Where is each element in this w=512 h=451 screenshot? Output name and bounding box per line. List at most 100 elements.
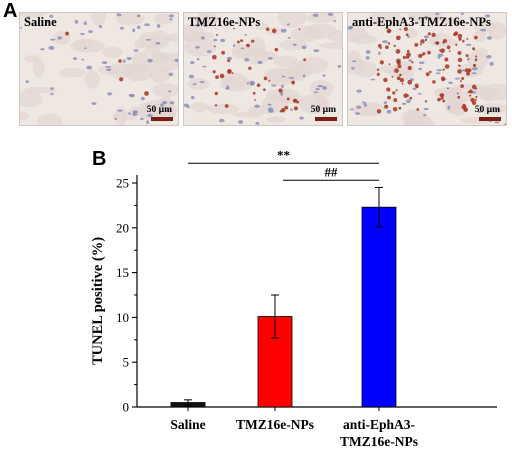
nucleus	[244, 33, 247, 36]
apoptotic-cell	[403, 26, 408, 32]
nucleus	[116, 13, 122, 17]
panel-b-label: B	[92, 148, 107, 170]
apoptotic-cell	[376, 109, 382, 114]
apoptotic-cell	[455, 43, 458, 46]
nucleus	[50, 38, 56, 41]
nucleus	[238, 120, 244, 124]
nucleus	[270, 84, 277, 87]
apoptotic-cell	[296, 100, 300, 104]
apoptotic-cell	[216, 33, 218, 36]
nucleus	[437, 55, 441, 59]
nucleus	[267, 103, 272, 106]
nucleus	[156, 24, 161, 28]
apoptotic-cell	[475, 55, 478, 58]
tissue-patch	[265, 88, 300, 103]
x-tick-label: anti-EphA3-	[343, 417, 415, 432]
apoptotic-cell	[414, 83, 419, 88]
tissue-patch	[20, 13, 46, 18]
nucleus	[363, 103, 367, 107]
apoptotic-cell	[303, 58, 307, 62]
nucleus	[139, 117, 144, 120]
apoptotic-cell	[407, 65, 412, 71]
apoptotic-cell	[388, 63, 391, 66]
y-tick-label: 0	[123, 400, 130, 415]
apoptotic-cell	[468, 89, 473, 94]
apoptotic-cell	[391, 75, 394, 78]
nucleus	[203, 25, 208, 27]
nucleus	[246, 82, 250, 85]
nucleus	[471, 72, 477, 75]
scale-label: 50 µm	[474, 105, 500, 115]
apoptotic-cell	[395, 49, 401, 54]
nucleus	[356, 105, 362, 109]
nucleus	[218, 118, 225, 123]
nucleus	[201, 36, 205, 40]
apoptotic-cell	[457, 95, 461, 99]
apoptotic-cell	[65, 31, 70, 36]
apoptotic-cell	[271, 28, 277, 34]
tissue-patch	[20, 91, 43, 108]
nucleus	[290, 108, 294, 111]
apoptotic-cell	[442, 99, 446, 103]
apoptotic-cell	[233, 27, 235, 30]
micrograph-tmz16e-nps-label: TMZ16e-NPs	[188, 15, 261, 29]
nucleus	[448, 81, 453, 84]
apoptotic-cell	[440, 93, 445, 98]
nucleus	[114, 117, 118, 120]
apoptotic-cell	[467, 90, 470, 93]
tissue-patch	[234, 48, 257, 56]
apoptotic-cell	[227, 59, 231, 63]
nucleus	[162, 100, 168, 105]
nucleus	[202, 65, 207, 68]
apoptotic-cell	[403, 93, 409, 98]
tissue-patch	[36, 113, 63, 125]
nucleus	[486, 55, 492, 59]
nucleus	[280, 91, 284, 96]
nucleus	[317, 84, 324, 88]
nucleus	[313, 49, 320, 53]
nucleus	[165, 109, 172, 112]
nucleus	[418, 67, 423, 71]
nucleus	[74, 20, 79, 24]
nucleus	[333, 20, 337, 22]
apoptotic-cell	[429, 70, 432, 74]
apoptotic-cell	[442, 38, 447, 43]
apoptotic-cell	[386, 87, 391, 92]
nucleus	[351, 67, 355, 70]
apoptotic-cell	[254, 99, 256, 102]
tissue-patch	[131, 51, 150, 69]
apoptotic-cell	[474, 35, 478, 40]
nucleus	[435, 72, 441, 75]
apoptotic-cell	[474, 87, 478, 90]
nucleus	[286, 23, 290, 26]
apoptotic-cell	[463, 107, 469, 112]
apoptotic-cell	[379, 46, 382, 50]
tissue-patch	[477, 103, 506, 115]
micrograph-saline-image	[20, 13, 178, 125]
apoptotic-cell	[118, 59, 122, 63]
apoptotic-cell	[376, 72, 380, 76]
nucleus	[50, 87, 54, 90]
y-tick-label: 25	[116, 176, 129, 191]
nucleus	[406, 99, 411, 104]
nucleus	[169, 18, 173, 21]
significance-label: **	[277, 147, 290, 162]
apoptotic-cell	[399, 28, 402, 31]
tissue-patch	[286, 62, 314, 79]
tissue-patch	[273, 55, 299, 67]
nucleus	[365, 50, 371, 54]
tissue-patch	[23, 86, 58, 94]
apoptotic-cell	[444, 64, 450, 69]
nucleus	[312, 13, 319, 17]
apoptotic-cell	[384, 104, 389, 109]
apoptotic-cell	[409, 96, 413, 100]
nucleus	[281, 84, 284, 89]
apoptotic-cell	[293, 106, 298, 111]
nucleus	[240, 47, 245, 50]
nucleus	[119, 26, 125, 30]
nucleus	[190, 95, 195, 100]
nucleus	[287, 36, 291, 39]
apoptotic-cell	[457, 33, 463, 39]
nucleus	[494, 121, 500, 124]
apoptotic-cell	[466, 37, 469, 40]
